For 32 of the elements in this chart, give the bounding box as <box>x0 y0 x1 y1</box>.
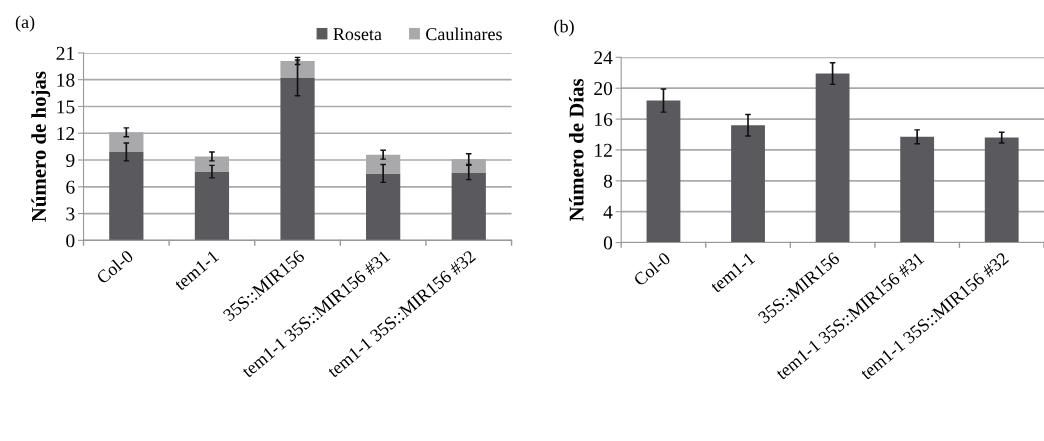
y-tick-label: 24 <box>594 51 613 65</box>
bar <box>280 77 315 241</box>
chart-title: (b) <box>554 19 574 37</box>
y-tick-label: 20 <box>594 82 613 96</box>
bar <box>815 73 850 243</box>
y-tick-label: 21 <box>56 46 75 60</box>
y-tick-label: 4 <box>603 205 613 219</box>
y-tick-label: 0 <box>603 236 613 250</box>
y-tick-label: 6 <box>66 180 75 194</box>
bar <box>731 125 765 243</box>
y-tick-label: 3 <box>66 207 75 221</box>
y-tick-label: 16 <box>595 112 613 127</box>
chart-title: (a) <box>15 15 35 32</box>
y-tick-label: 12 <box>595 143 612 157</box>
bar <box>280 60 315 78</box>
bar <box>900 136 935 243</box>
legend-label: Roseta <box>333 28 382 41</box>
bar <box>984 137 1019 243</box>
bar <box>109 151 144 241</box>
y-tick-label: 9 <box>66 153 75 167</box>
y-axis-title: Número de Días <box>568 78 584 222</box>
y-tick-label: 15 <box>57 100 75 114</box>
bar <box>451 172 486 241</box>
y-tick-label: 12 <box>57 127 75 140</box>
legend-label: Caulinares <box>426 27 502 41</box>
y-axis-title: Número de hojas <box>31 71 51 222</box>
y-tick-label: 18 <box>57 73 75 87</box>
bar <box>194 171 230 241</box>
y-tick-label: 8 <box>603 174 613 188</box>
bar <box>646 100 681 243</box>
bar <box>366 173 401 241</box>
y-tick-label: 0 <box>66 234 75 248</box>
